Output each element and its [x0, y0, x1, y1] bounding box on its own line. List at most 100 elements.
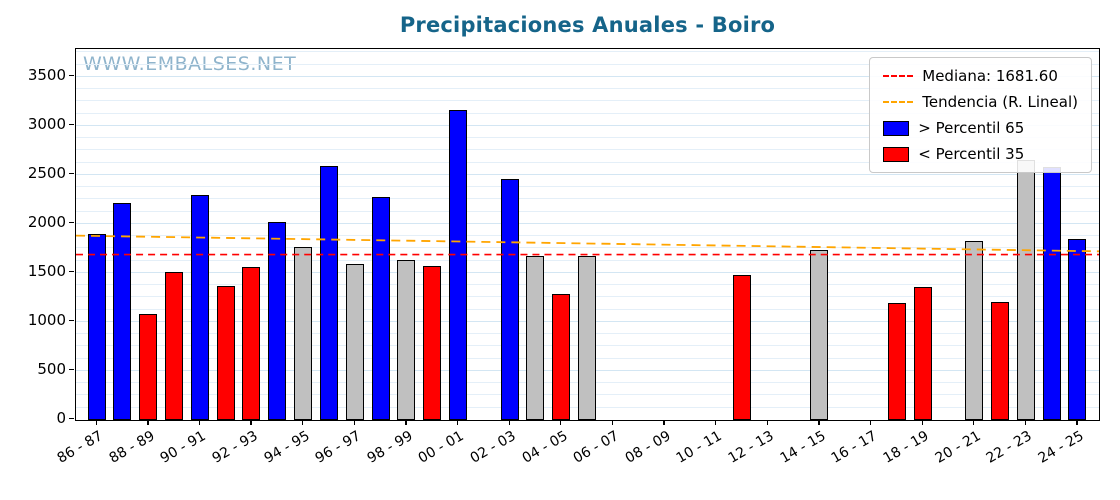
y-tick-mark	[69, 270, 74, 273]
legend-label-2: > Percentil 65	[918, 119, 1025, 137]
x-tick-mark	[456, 420, 459, 425]
bar-23-24	[1042, 167, 1061, 420]
legend-label-1: Tendencia (R. Lineal)	[922, 93, 1078, 111]
bar-99-00	[423, 266, 442, 420]
x-tick-label: 16 - 17	[828, 428, 880, 467]
bar-21-22	[990, 302, 1009, 420]
y-tick-mark	[69, 319, 74, 322]
x-tick-label: 92 - 93	[209, 428, 261, 467]
gridline	[76, 63, 1099, 65]
x-tick-mark	[302, 420, 304, 425]
bar-97-98	[371, 197, 390, 420]
x-tick-mark	[1076, 420, 1078, 425]
x-tick-label: 22 - 23	[983, 428, 1035, 467]
x-tick-label: 14 - 15	[777, 428, 829, 467]
bar-00-01	[448, 110, 467, 420]
x-tick-label: 86 - 87	[54, 428, 106, 467]
bar-04-05	[552, 293, 571, 420]
y-tick-label: 500	[37, 359, 66, 378]
legend-swatch-3	[883, 146, 910, 162]
bar-90-91	[190, 195, 209, 420]
x-tick-mark	[611, 420, 614, 425]
gridline	[76, 51, 1099, 53]
bar-87-88	[113, 203, 132, 420]
x-tick-mark	[198, 420, 201, 425]
x-tick-label: 90 - 91	[157, 428, 209, 467]
gridline	[76, 100, 1099, 102]
bar-11-12	[732, 274, 751, 420]
y-tick-mark	[69, 368, 74, 371]
x-tick-mark	[95, 420, 97, 425]
x-tick-mark	[869, 420, 872, 425]
y-tick-label: 3500	[27, 65, 66, 84]
x-tick-label: 24 - 25	[1035, 428, 1087, 467]
x-tick-label: 04 - 05	[519, 428, 571, 467]
x-tick-mark	[353, 420, 356, 425]
gridline	[76, 137, 1099, 139]
x-tick-label: 96 - 97	[312, 428, 364, 467]
legend-swatch-2	[883, 120, 910, 136]
legend-item-1: Tendencia (R. Lineal)	[883, 93, 1078, 111]
bar-22-23	[1016, 160, 1035, 420]
bar-02-03	[500, 178, 519, 420]
x-tick-mark	[147, 420, 149, 425]
gridline	[76, 88, 1099, 90]
bar-03-04	[526, 256, 545, 420]
x-tick-mark	[560, 420, 562, 425]
y-tick-mark	[69, 172, 74, 175]
legend-item-3: < Percentil 35	[883, 145, 1078, 163]
bar-14-15	[810, 250, 829, 420]
x-tick-label: 12 - 13	[725, 428, 777, 467]
legend-label-3: < Percentil 35	[918, 145, 1025, 163]
x-tick-label: 18 - 19	[880, 428, 932, 467]
x-tick-label: 06 - 07	[570, 428, 622, 467]
x-tick-label: 98 - 99	[364, 428, 416, 467]
bar-89-90	[165, 271, 184, 420]
bar-96-97	[345, 264, 364, 420]
gridline	[76, 161, 1099, 163]
bar-17-18	[887, 303, 906, 420]
legend-label-0: Mediana: 1681.60	[922, 67, 1058, 85]
y-tick-label: 3000	[27, 114, 66, 133]
y-tick-mark	[69, 221, 74, 224]
gridline	[76, 112, 1099, 114]
y-tick-label: 0	[56, 409, 66, 427]
gridline	[76, 198, 1099, 200]
x-tick-mark	[818, 420, 820, 425]
bar-88-89	[139, 314, 158, 420]
x-tick-mark	[921, 420, 923, 425]
legend-swatch-0	[883, 75, 914, 77]
bar-91-92	[216, 285, 235, 420]
y-tick-mark	[69, 74, 74, 77]
x-tick-label: 02 - 03	[467, 428, 519, 467]
bar-20-21	[965, 240, 984, 420]
bar-05-06	[578, 256, 596, 420]
chart-title: Precipitaciones Anuales - Boiro	[399, 13, 776, 37]
x-tick-mark	[250, 420, 252, 425]
x-tick-label: 94 - 95	[261, 428, 313, 467]
gridline	[76, 75, 1099, 77]
bar-95-96	[319, 166, 338, 420]
plot-area: WWW.EMBALSES.NET Mediana: 1681.60 Tendenc…	[75, 48, 1100, 421]
y-tick-label: 2000	[27, 212, 66, 231]
x-tick-label: 20 - 21	[932, 428, 984, 467]
legend: Mediana: 1681.60 Tendencia (R. Lineal) > P…	[869, 57, 1092, 173]
bar-92-93	[242, 267, 261, 420]
gridline	[76, 210, 1099, 212]
y-tick-mark	[69, 418, 74, 420]
x-tick-label: 00 - 01	[416, 428, 467, 467]
legend-item-0: Mediana: 1681.60	[883, 67, 1078, 85]
x-tick-mark	[663, 420, 665, 425]
x-tick-mark	[766, 420, 768, 425]
x-tick-mark	[715, 420, 717, 425]
gridline	[76, 222, 1099, 224]
gridline	[76, 247, 1099, 249]
x-tick-mark	[508, 420, 510, 425]
gridline	[76, 124, 1099, 126]
gridline	[76, 235, 1099, 237]
x-tick-label: 88 - 89	[106, 428, 158, 467]
gridline	[76, 186, 1099, 188]
y-tick-label: 1500	[27, 261, 66, 280]
x-tick-label: 10 - 11	[674, 428, 726, 467]
